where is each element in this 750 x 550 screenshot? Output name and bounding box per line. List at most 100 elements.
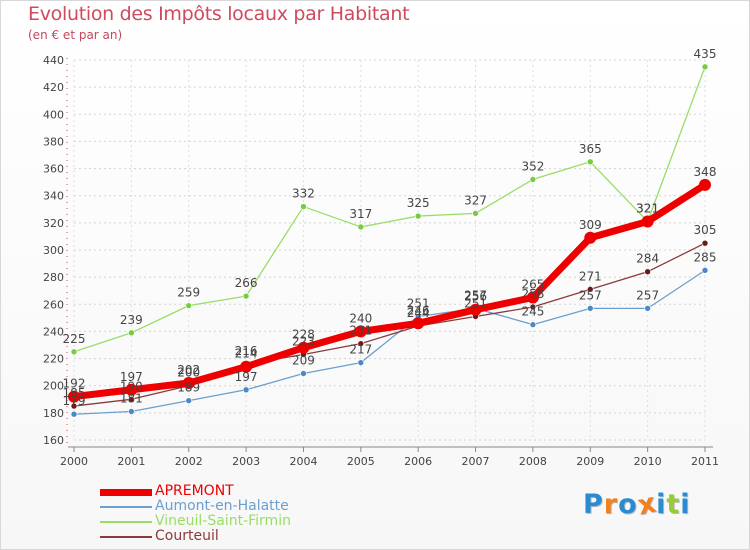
y-tick-label: 360 xyxy=(43,163,64,176)
data-label-aumont-en-halatte: 189 xyxy=(177,381,200,395)
data-point-apremont xyxy=(240,360,253,373)
legend-label: Aumont-en-Halatte xyxy=(155,498,289,514)
y-tick-label: 420 xyxy=(43,81,64,94)
logo-letter: t xyxy=(666,489,681,520)
data-point-courteuil xyxy=(70,402,78,410)
data-label-apremont: 192 xyxy=(63,377,86,391)
data-point-vineuil-saint-firmin xyxy=(357,223,365,231)
data-point-vineuil-saint-firmin xyxy=(701,63,709,71)
legend-label: Vineuil-Saint-Firmin xyxy=(155,513,291,529)
data-point-apremont xyxy=(182,377,195,389)
data-point-vineuil-saint-firmin xyxy=(128,329,135,337)
x-tick-label: 2010 xyxy=(634,455,662,468)
data-point-apremont xyxy=(125,383,138,396)
y-tick-label: 180 xyxy=(43,407,64,420)
data-label-vineuil-saint-firmin: 327 xyxy=(464,193,487,207)
data-point-vineuil-saint-firmin xyxy=(472,210,479,217)
data-label-vineuil-saint-firmin: 435 xyxy=(694,47,717,61)
data-label-apremont: 240 xyxy=(349,311,372,325)
data-label-courteuil: 223 xyxy=(292,335,315,349)
y-tick-label: 380 xyxy=(43,135,64,148)
x-tick-label: 2007 xyxy=(462,455,490,468)
data-label-apremont: 309 xyxy=(579,218,602,232)
y-tick-label: 220 xyxy=(43,353,64,366)
data-point-aumont-en-halatte xyxy=(586,305,594,312)
data-label-aumont-en-halatte: 197 xyxy=(235,370,258,384)
data-point-courteuil xyxy=(644,268,651,276)
data-label-vineuil-saint-firmin: 317 xyxy=(349,207,372,221)
data-label-courteuil: 305 xyxy=(694,223,717,237)
data-point-aumont-en-halatte xyxy=(701,267,709,274)
data-label-vineuil-saint-firmin: 365 xyxy=(579,142,602,156)
chart-subtitle: (en € et par an) xyxy=(28,28,123,42)
data-label-vineuil-saint-firmin: 332 xyxy=(292,187,315,201)
data-label-apremont: 321 xyxy=(636,202,659,216)
data-label-aumont-en-halatte: 257 xyxy=(636,288,659,302)
data-label-aumont-en-halatte: 181 xyxy=(120,392,143,406)
data-point-apremont xyxy=(641,215,654,228)
x-tick-label: 2002 xyxy=(175,455,203,468)
data-point-courteuil xyxy=(128,395,135,403)
data-label-aumont-en-halatte: 179 xyxy=(63,394,86,408)
x-tick-label: 2004 xyxy=(289,455,317,468)
data-label-apremont: 202 xyxy=(177,363,200,377)
data-point-aumont-en-halatte xyxy=(185,397,193,404)
data-label-aumont-en-halatte: 257 xyxy=(464,288,487,302)
data-label-aumont-en-halatte: 217 xyxy=(349,343,372,357)
x-tick-label: 2001 xyxy=(117,455,145,468)
x-tick-label: 2008 xyxy=(519,455,547,468)
data-label-courteuil: 244 xyxy=(407,306,430,320)
x-tick-label: 2003 xyxy=(232,455,260,468)
data-label-aumont-en-halatte: 285 xyxy=(694,250,717,264)
legend-label: APREMONT xyxy=(155,483,234,499)
data-label-courteuil: 231 xyxy=(349,324,372,338)
data-point-vineuil-saint-firmin xyxy=(242,292,250,300)
data-label-vineuil-saint-firmin: 259 xyxy=(177,286,200,300)
data-label-courteuil: 284 xyxy=(636,252,659,266)
data-label-apremont: 214 xyxy=(235,347,258,361)
data-label-vineuil-saint-firmin: 239 xyxy=(120,313,143,327)
data-point-aumont-en-halatte xyxy=(357,359,365,366)
logo-letter: o xyxy=(618,489,638,520)
data-label-vineuil-saint-firmin: 325 xyxy=(407,196,430,210)
x-tick-label: 2000 xyxy=(60,455,88,468)
data-point-vineuil-saint-firmin xyxy=(414,212,422,220)
data-point-aumont-en-halatte xyxy=(300,370,307,377)
data-point-courteuil xyxy=(529,303,537,311)
legend-swatch xyxy=(100,521,152,523)
data-label-apremont: 265 xyxy=(521,278,544,292)
logo-letter: i xyxy=(656,489,667,520)
data-label-apremont: 348 xyxy=(694,165,717,179)
data-label-courteuil: 185 xyxy=(63,386,86,400)
proxiti-logo: Proxiti xyxy=(583,487,691,521)
data-point-aumont-en-halatte xyxy=(529,321,537,328)
data-label-aumont-en-halatte: 251 xyxy=(407,297,430,311)
series-line-courteuil xyxy=(73,242,706,407)
data-label-vineuil-saint-firmin: 352 xyxy=(521,159,544,173)
y-tick-label: 320 xyxy=(43,217,64,230)
data-label-apremont: 246 xyxy=(407,303,430,317)
data-point-courteuil xyxy=(357,340,365,347)
data-label-apremont: 228 xyxy=(292,328,315,342)
data-point-apremont xyxy=(297,341,310,354)
data-label-apremont: 197 xyxy=(120,370,143,384)
legend-swatch xyxy=(100,536,152,538)
data-point-vineuil-saint-firmin xyxy=(586,158,594,166)
y-tick-label: 340 xyxy=(43,190,64,203)
data-point-aumont-en-halatte xyxy=(70,410,78,418)
data-point-apremont xyxy=(68,390,80,403)
data-label-aumont-en-halatte: 245 xyxy=(521,305,544,319)
data-label-apremont: 256 xyxy=(464,290,487,304)
logo-letter: P xyxy=(583,489,604,520)
y-tick-label: 300 xyxy=(43,244,64,257)
data-label-courteuil: 271 xyxy=(579,269,602,283)
data-point-apremont xyxy=(699,178,711,191)
y-tick-label: 280 xyxy=(43,271,64,284)
x-tick-label: 2006 xyxy=(404,455,432,468)
x-tick-label: 2005 xyxy=(347,455,375,468)
series-line-apremont xyxy=(70,181,709,401)
data-point-courteuil xyxy=(586,286,594,293)
data-point-apremont xyxy=(469,303,482,316)
data-point-apremont xyxy=(354,325,367,338)
